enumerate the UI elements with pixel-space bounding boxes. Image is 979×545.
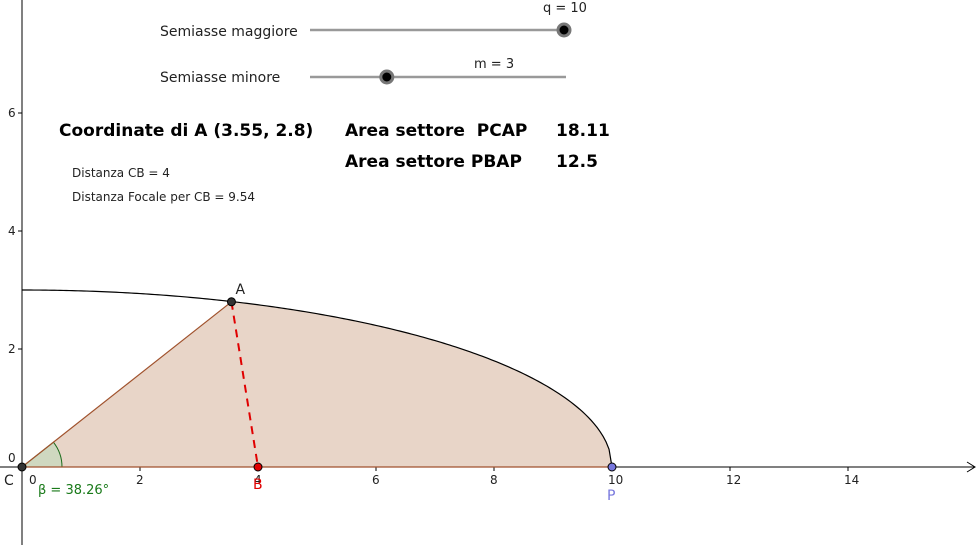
- area-pcap-label: Area settore PCAP: [345, 121, 528, 141]
- ellipse-arc: [22, 289, 613, 468]
- x-tick-label: 10: [608, 473, 623, 487]
- point-P[interactable]: [607, 462, 617, 472]
- slider-minor-label: Semiasse minore: [160, 70, 281, 86]
- point-C[interactable]: [17, 462, 27, 472]
- point-P-label: P: [607, 488, 615, 504]
- slider-major-knob[interactable]: [556, 22, 572, 38]
- area-pcap-value: 18.11: [556, 121, 610, 141]
- y-ticks: 0 2 4 6: [8, 106, 22, 465]
- distance-cb-text: Distanza CB = 4: [72, 166, 170, 180]
- area-pbap-value: 12.5: [556, 152, 598, 172]
- x-tick-label: 8: [490, 473, 498, 487]
- x-tick-label: 4: [254, 473, 262, 487]
- y-tick-label: 0: [8, 451, 16, 465]
- x-tick-label: 2: [136, 473, 144, 487]
- slider-minor-knob[interactable]: [379, 69, 395, 85]
- angle-beta-wedge: [20, 441, 63, 468]
- point-B-label: B: [253, 477, 263, 493]
- coordinates-text: Coordinate di A (3.55, 2.8): [59, 121, 314, 141]
- area-pbap-label: Area settore PBAP: [345, 152, 522, 172]
- point-C-label: C: [4, 473, 14, 489]
- segment-CA: [21, 301, 232, 468]
- x-tick-label: 14: [844, 473, 859, 487]
- x-tick-label: 6: [372, 473, 380, 487]
- point-A-label: A: [235, 282, 245, 298]
- focal-distance-text: Distanza Focale per CB = 9.54: [72, 190, 256, 204]
- x-tick-label: 12: [726, 473, 741, 487]
- y-tick-label: 2: [8, 342, 16, 356]
- x-ticks: 0 2 4 6 8 10 12 14: [29, 467, 859, 487]
- angle-beta-label: β = 38.26°: [38, 483, 109, 498]
- sector-region: [22, 301, 612, 467]
- y-tick-label: 4: [8, 224, 16, 238]
- slider-minor-value: m = 3: [474, 57, 515, 72]
- point-A[interactable]: [226, 297, 236, 307]
- x-tick-label: 0: [29, 473, 37, 487]
- point-B[interactable]: [253, 462, 263, 472]
- slider-major-label: Semiasse maggiore: [160, 24, 298, 40]
- x-axis-arrow: [966, 461, 976, 473]
- y-tick-label: 6: [8, 106, 16, 120]
- slider-major-value: q = 10: [543, 1, 587, 16]
